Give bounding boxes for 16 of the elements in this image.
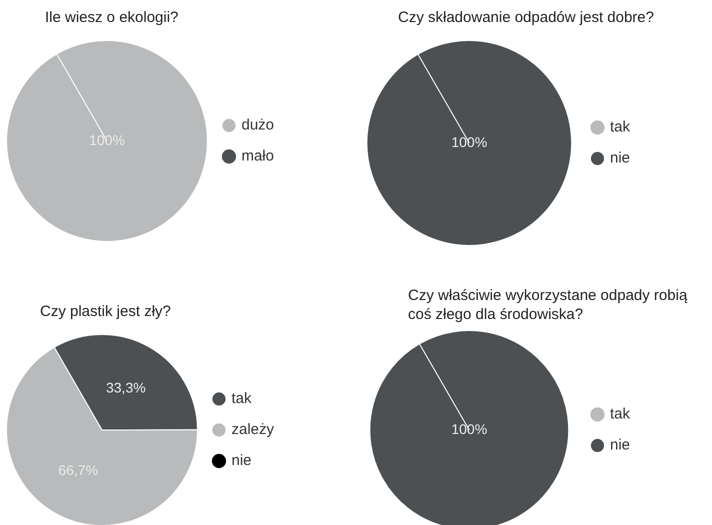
data-label: 100% (451, 134, 488, 150)
data-label: 33,3% (106, 379, 146, 396)
chart-title: Czy plastik jest zły? (40, 302, 172, 321)
legend-label: tak (231, 390, 252, 408)
chart-title: Ile wiesz o ekologii? (45, 8, 180, 27)
legend-label: nie (610, 436, 630, 454)
legend-label: nie (610, 150, 630, 167)
legend-label: mało (241, 148, 274, 165)
legend-label: nie (231, 452, 252, 470)
legend-label: tak (610, 118, 630, 136)
chart-title: Czy właściwie wykorzystane odpady robią coś złego dla środowiska? (408, 286, 688, 324)
legend-label: dużo (241, 116, 274, 134)
legend-label: tak (610, 406, 630, 423)
chart-title: Czy składowanie odpadów jest dobre? (398, 8, 655, 27)
data-label: 100% (451, 420, 488, 437)
legend-label: zależy (231, 421, 274, 438)
